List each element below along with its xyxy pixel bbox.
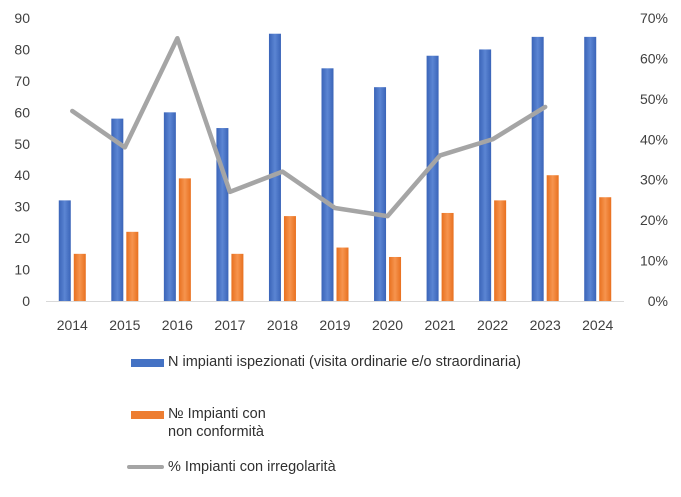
legend-label-inspected: N impianti ispezionati (visita ordinarie… xyxy=(168,354,521,370)
legend-item-inspected: N impianti ispezionati (visita ordinarie… xyxy=(131,353,521,371)
y-left-tick-label: 90 xyxy=(14,10,30,26)
axis-layer: 2014 2015 2016 2017 2018 2019 2020 2021 2022 2023… xyxy=(14,10,668,333)
y-right-tick-label: 10% xyxy=(640,253,668,269)
y-right-tick-label: 40% xyxy=(640,131,668,147)
y-left-tick-label: 20 xyxy=(14,230,30,246)
bar-nonconformity-2024 xyxy=(599,197,612,301)
y-left-tick-label: 0 xyxy=(22,293,30,309)
bar-nonconformity-2023 xyxy=(546,175,559,301)
y-left-tick-label: 30 xyxy=(14,199,30,215)
bar-nonconformity-2016 xyxy=(178,178,191,301)
x-tick-label: 2018 xyxy=(267,317,298,333)
x-tick-label: 2016 xyxy=(162,317,193,333)
bar-inspected-2021 xyxy=(426,55,439,301)
y-right-tick-label: 50% xyxy=(640,91,668,107)
y-right-tick-label: 0% xyxy=(648,293,668,309)
bar-nonconformity-2019 xyxy=(336,247,349,301)
y-left-tick-label: 60 xyxy=(14,104,30,120)
x-tick-label: 2023 xyxy=(530,317,561,333)
bar-inspected-2018 xyxy=(268,33,281,301)
line-layer xyxy=(70,35,548,219)
bar-inspected-2023 xyxy=(531,36,544,301)
bar-inspected-2016 xyxy=(163,112,176,301)
bar-inspected-2020 xyxy=(374,87,387,301)
bar-inspected-2017 xyxy=(216,128,229,301)
bar-inspected-2014 xyxy=(58,200,71,301)
y-left-tick-label: 40 xyxy=(14,167,30,183)
legend-swatch-irregularity xyxy=(127,465,164,469)
legend-label-nonconformity: № Impianti con non conformità xyxy=(168,405,266,441)
bar-nonconformity-2018 xyxy=(283,216,296,301)
y-right-tick-label: 70% xyxy=(640,10,668,26)
x-tick-label: 2020 xyxy=(372,317,403,333)
bar-nonconformity-2014 xyxy=(73,253,86,301)
x-tick-label: 2015 xyxy=(109,317,140,333)
bar-inspected-2024 xyxy=(584,36,597,301)
y-left-tick-label: 70 xyxy=(14,73,30,89)
bar-inspected-2015 xyxy=(111,118,124,301)
legend-label-nonconformity-line1: № Impianti con xyxy=(168,406,266,422)
legend-label-irregularity: % Impianti con irregolarità xyxy=(168,459,336,475)
bar-nonconformity-2020 xyxy=(389,256,402,301)
legend-label-nonconformity-line2: non conformità xyxy=(168,424,264,440)
bar-nonconformity-2021 xyxy=(441,212,454,301)
x-tick-label: 2024 xyxy=(582,317,613,333)
y-right-tick-label: 20% xyxy=(640,212,668,228)
bar-inspected-2022 xyxy=(479,49,492,301)
legend-item-nonconformity: № Impianti con non conformità xyxy=(131,405,266,441)
x-tick-label: 2014 xyxy=(57,317,88,333)
y-left-tick-label: 80 xyxy=(14,41,30,57)
bar-nonconformity-2015 xyxy=(126,231,139,301)
x-tick-label: 2019 xyxy=(319,317,350,333)
bar-nonconformity-2022 xyxy=(494,200,507,301)
x-tick-label: 2017 xyxy=(214,317,245,333)
legend-item-irregularity: % Impianti con irregolarità xyxy=(127,458,336,476)
x-tick-label: 2022 xyxy=(477,317,508,333)
x-tick-label: 2021 xyxy=(425,317,456,333)
bar-nonconformity-2017 xyxy=(231,253,244,301)
bars-layer xyxy=(58,33,612,301)
y-right-tick-label: 30% xyxy=(640,172,668,188)
y-right-tick-label: 60% xyxy=(640,50,668,66)
line-irregularity xyxy=(70,35,548,219)
y-left-tick-label: 50 xyxy=(14,136,30,152)
bar-inspected-2019 xyxy=(321,68,334,301)
legend-swatch-inspected xyxy=(131,359,164,367)
y-left-tick-label: 10 xyxy=(14,262,30,278)
legend-swatch-nonconformity xyxy=(131,411,164,419)
